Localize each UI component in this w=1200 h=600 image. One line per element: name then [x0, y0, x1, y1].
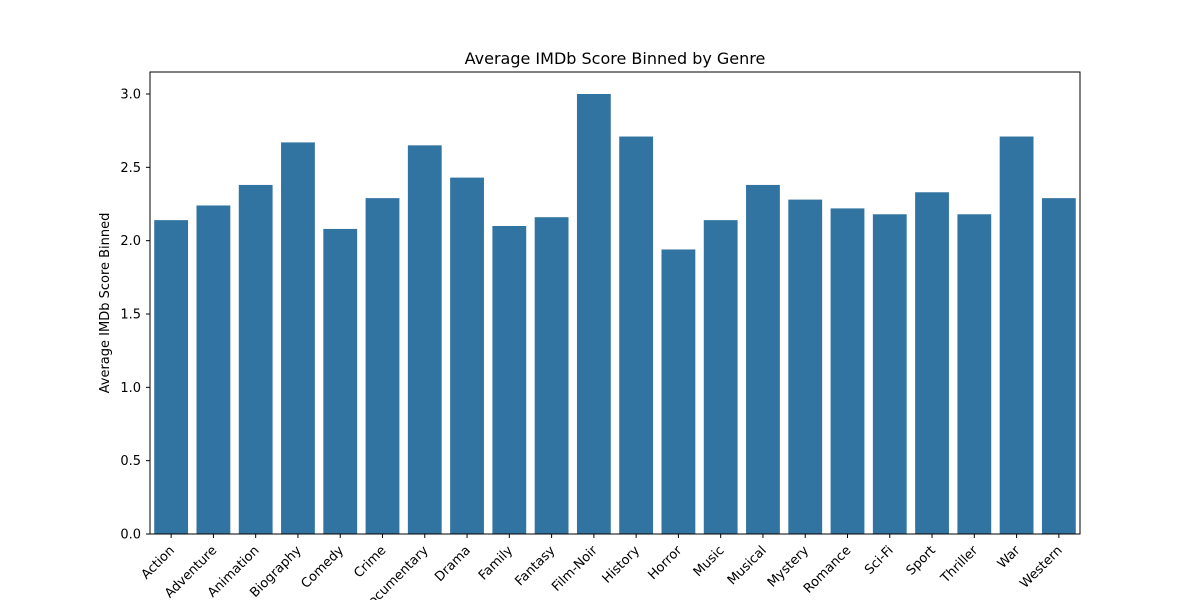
x-tick-label: History — [600, 543, 644, 587]
y-axis-label: Average IMDb Score Binned — [98, 213, 113, 394]
y-tick-label: 2.5 — [120, 161, 141, 176]
plot-frame — [149, 71, 1081, 535]
x-tick-label: War — [995, 543, 1024, 572]
x-tick-label: Sci-Fi — [862, 543, 897, 578]
bar-adventure — [196, 205, 231, 534]
bar-documentary — [407, 145, 442, 535]
bar-mystery — [788, 199, 823, 534]
bar-music — [703, 220, 738, 534]
bar-horror — [661, 249, 696, 534]
x-tick-label: Western — [1017, 543, 1065, 591]
bar-biography — [281, 142, 315, 534]
bar-fantasy — [534, 217, 569, 534]
bar-drama — [450, 177, 484, 534]
bars-group — [154, 94, 1076, 535]
bar-history — [619, 136, 654, 535]
y-tick-label: 3.0 — [120, 88, 141, 103]
bar-film-noir — [576, 94, 611, 534]
y-tick-label: 1.5 — [120, 308, 141, 323]
bar-sport — [915, 192, 949, 534]
x-tick-label: Crime — [351, 543, 389, 581]
bar-action — [154, 220, 189, 534]
bar-family — [492, 226, 527, 534]
bar-thriller — [957, 214, 992, 534]
y-tick-label: 0.5 — [120, 454, 141, 469]
bar-crime — [365, 198, 400, 534]
bar-musical — [746, 184, 780, 534]
bar-comedy — [323, 228, 358, 534]
bar-war — [999, 136, 1034, 535]
bar-sci-fi — [872, 214, 907, 534]
y-tick-label: 0.0 — [120, 528, 141, 543]
x-tick-label: Thriller — [938, 543, 982, 587]
x-tick-label: Musical — [725, 543, 770, 588]
y-tick-label: 1.0 — [120, 381, 141, 396]
x-tick-label: Film-Noir — [549, 543, 601, 595]
x-tick-label: Family — [476, 543, 516, 583]
x-tick-label: Action — [139, 543, 178, 582]
y-axis: 0.0 0.5 1.0 1.5 2.0 2.5 3.0 — [120, 88, 150, 543]
x-tick-label: Comedy — [299, 543, 348, 592]
bar-romance — [830, 208, 865, 534]
bar-western — [1041, 198, 1076, 534]
x-tick-label: Drama — [432, 543, 474, 585]
x-tick-label: Sport — [904, 543, 939, 578]
bar-animation — [238, 184, 273, 534]
chart-title: Average IMDb Score Binned by Genre — [465, 49, 766, 68]
x-tick-label: Music — [691, 543, 728, 580]
y-tick-label: 2.0 — [120, 234, 141, 249]
x-tick-label: Horror — [645, 543, 685, 583]
